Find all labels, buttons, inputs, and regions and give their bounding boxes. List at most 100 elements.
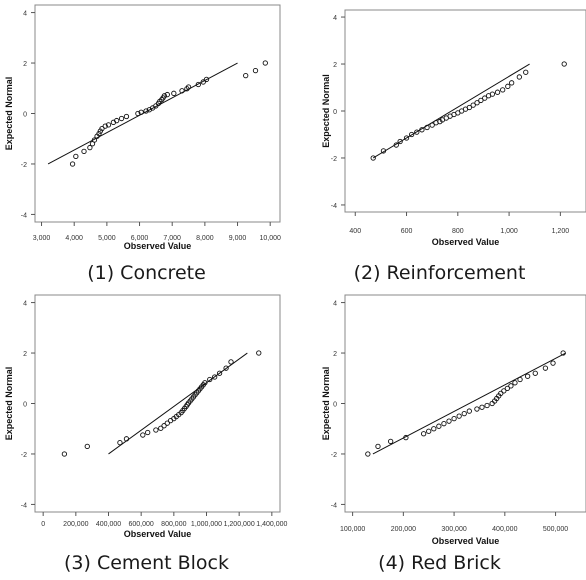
x-axis-label: Observed Value: [124, 529, 192, 539]
data-point: [501, 388, 507, 394]
chart-panel-cement-block: -4 -2 0 2 4 0 200,000 400,000 600,000 800,000 1,00…: [0, 290, 293, 539]
data-point: [256, 350, 262, 356]
data-point: [252, 67, 259, 74]
chart-panel-reinforcement: -4 -2 0 2 4 400 600 800 1,000 1,200 Observed Value…: [293, 0, 586, 255]
x-tick-label: 10,000: [259, 235, 281, 242]
data-point: [171, 90, 177, 96]
y-tick-label: 4: [23, 11, 27, 18]
x-tick-label: 5,000: [98, 235, 116, 242]
data-point: [424, 124, 430, 131]
x-tick-label: 400,000: [96, 521, 121, 528]
data-point: [414, 129, 420, 135]
plot-frame: [34, 294, 281, 513]
caption-concrete: (1) Concrete: [87, 262, 206, 284]
y-axis-label: Expected Normal: [321, 367, 331, 441]
y-tick-label: 0: [333, 402, 337, 409]
data-point: [560, 350, 566, 356]
data-point: [403, 135, 410, 141]
data-point: [164, 91, 170, 98]
data-point: [161, 93, 168, 99]
data-point: [195, 81, 201, 88]
data-point: [393, 142, 399, 148]
data-point: [466, 408, 472, 414]
data-point: [484, 402, 490, 409]
data-point: [532, 370, 538, 376]
data-point: [542, 365, 549, 371]
data-point: [470, 102, 476, 108]
chart-red-brick: -4 -2 0 2 4 100,000 200,000 300,000 400,000 500,0…: [321, 294, 586, 546]
y-tick-label: 4: [23, 301, 27, 308]
x-tick-label: 4,000: [65, 235, 83, 242]
data-point: [426, 428, 432, 434]
data-point: [446, 418, 452, 424]
caption-cement-block: (3) Cement Block: [63, 552, 230, 574]
x-tick-label: 1,400,000: [256, 521, 287, 528]
data-point: [489, 91, 496, 97]
data-point: [91, 137, 98, 143]
data-point: [143, 108, 149, 114]
data-point: [207, 376, 213, 383]
data-point: [84, 443, 90, 450]
x-tick-label: 8,000: [196, 235, 214, 242]
chart-reinforcement: -4 -2 0 2 4 400 600 800 1,000 1,200 Observed Value…: [321, 9, 586, 247]
plot-frame: [34, 4, 281, 223]
y-axis-label: Expected Normal: [4, 367, 14, 441]
data-point: [114, 117, 120, 124]
data-point: [474, 100, 480, 106]
data-point: [380, 148, 387, 154]
y-tick-label: -4: [331, 203, 337, 210]
data-point: [117, 439, 123, 446]
x-tick-label: 200,000: [63, 521, 88, 528]
data-point: [388, 438, 394, 444]
data-point: [550, 360, 556, 366]
data-point: [461, 410, 467, 417]
data-point: [429, 122, 435, 128]
y-axis-label: Expected Normal: [4, 77, 14, 151]
data-point: [102, 123, 108, 129]
data-point: [370, 155, 376, 161]
data-point: [69, 161, 76, 167]
chart-concrete: -4 -2 0 2 4 3,000 4,000 5,000 6,000 7,000 8,000 9,0…: [4, 4, 281, 251]
data-point: [73, 153, 79, 160]
x-tick-label: 1,200,000: [224, 521, 255, 528]
data-point: [517, 376, 523, 383]
x-tick-label: 7,000: [163, 235, 181, 242]
data-point: [466, 104, 472, 111]
data-point: [105, 122, 112, 128]
x-tick-label: 1,000: [500, 228, 518, 235]
y-tick-label: 0: [333, 109, 337, 116]
x-tick-label: 1,000,000: [191, 521, 222, 528]
data-point: [512, 380, 518, 386]
x-tick-label: 300,000: [441, 526, 466, 533]
y-tick-label: -4: [21, 502, 27, 509]
data-point: [96, 131, 102, 137]
x-tick-label: 600,000: [129, 521, 154, 528]
chart-panel-concrete: -4 -2 0 2 4 3,000 4,000 5,000 6,000 7,000 8,000 9,0…: [0, 0, 293, 255]
x-tick-label: 0: [41, 521, 45, 528]
data-point: [179, 88, 185, 94]
x-tick-label: 500,000: [543, 526, 568, 533]
data-point: [419, 127, 425, 133]
x-tick-label: 1,200: [552, 228, 570, 235]
data-point: [243, 73, 249, 79]
data-point: [420, 431, 427, 437]
data-point: [164, 420, 170, 426]
data-point: [508, 80, 515, 86]
data-point: [212, 374, 218, 380]
data-point: [500, 87, 506, 93]
data-point: [451, 415, 457, 422]
data-point: [262, 60, 268, 66]
data-point: [203, 76, 210, 83]
data-point: [185, 84, 192, 90]
y-tick-label: -4: [21, 212, 27, 219]
y-tick-label: 0: [23, 112, 27, 119]
data-point: [161, 423, 167, 429]
data-point: [87, 144, 93, 151]
data-point: [138, 109, 144, 115]
y-tick-label: 2: [333, 62, 337, 69]
data-point: [525, 373, 531, 379]
data-point: [489, 400, 495, 407]
y-tick-label: -2: [21, 452, 27, 459]
y-tick-label: 2: [333, 351, 337, 358]
data-point: [216, 370, 223, 376]
